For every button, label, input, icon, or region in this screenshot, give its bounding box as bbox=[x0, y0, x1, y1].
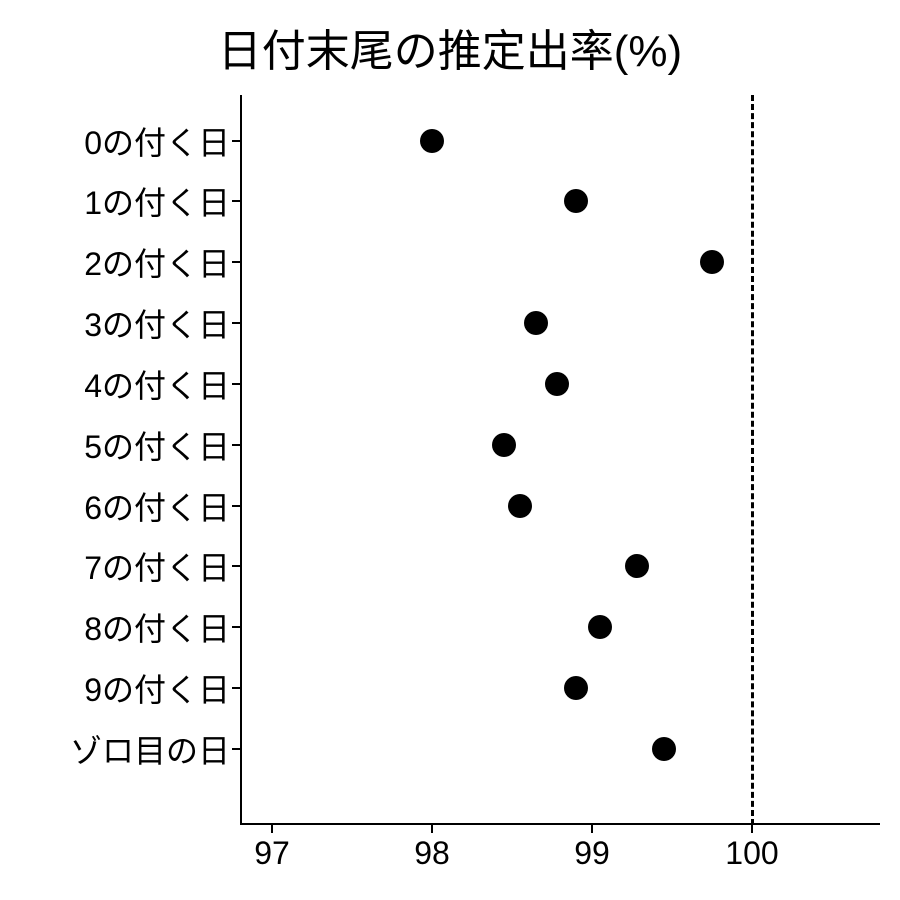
y-axis-label: 7の付く日 bbox=[84, 543, 230, 589]
data-point bbox=[420, 129, 444, 153]
chart-title: 日付末尾の推定出率(%) bbox=[0, 15, 900, 79]
y-tick-mark bbox=[232, 200, 240, 202]
x-axis-label: 97 bbox=[254, 835, 290, 872]
y-tick-mark bbox=[232, 505, 240, 507]
y-tick-mark bbox=[232, 565, 240, 567]
y-axis-label: 1の付く日 bbox=[84, 178, 230, 224]
x-axis-label: 100 bbox=[725, 835, 778, 872]
x-tick-mark bbox=[591, 825, 593, 833]
x-tick-mark bbox=[271, 825, 273, 833]
x-tick-mark bbox=[431, 825, 433, 833]
data-point bbox=[508, 494, 532, 518]
reference-line bbox=[751, 95, 754, 825]
y-tick-mark bbox=[232, 748, 240, 750]
y-tick-mark bbox=[232, 140, 240, 142]
y-axis-label: 2の付く日 bbox=[84, 239, 230, 285]
y-tick-mark bbox=[232, 322, 240, 324]
y-axis-label: 9の付く日 bbox=[84, 665, 230, 711]
y-axis-label: 4の付く日 bbox=[84, 361, 230, 407]
x-axis-label: 99 bbox=[574, 835, 610, 872]
data-point bbox=[564, 676, 588, 700]
y-tick-mark bbox=[232, 383, 240, 385]
y-tick-mark bbox=[232, 687, 240, 689]
y-tick-mark bbox=[232, 261, 240, 263]
x-axis-label: 98 bbox=[414, 835, 450, 872]
chart-container: 日付末尾の推定出率(%) 0の付く日 1の付く日 2の付く日 3の付く日 4の付く日 5の… bbox=[0, 0, 900, 900]
y-axis-label: 5の付く日 bbox=[84, 422, 230, 468]
y-tick-mark bbox=[232, 626, 240, 628]
data-point bbox=[564, 189, 588, 213]
data-point bbox=[524, 311, 548, 335]
y-axis-label: 6の付く日 bbox=[84, 483, 230, 529]
y-tick-mark bbox=[232, 444, 240, 446]
y-axis-label: ゾロ目の日 bbox=[70, 726, 230, 772]
data-point bbox=[492, 433, 516, 457]
data-point bbox=[588, 615, 612, 639]
y-axis-label: 8の付く日 bbox=[84, 604, 230, 650]
data-point bbox=[545, 372, 569, 396]
y-axis-label: 0の付く日 bbox=[84, 118, 230, 164]
data-point bbox=[625, 554, 649, 578]
x-tick-mark bbox=[751, 825, 753, 833]
data-point bbox=[652, 737, 676, 761]
y-axis-label: 3の付く日 bbox=[84, 300, 230, 346]
plot-area bbox=[240, 95, 880, 825]
data-point bbox=[700, 250, 724, 274]
